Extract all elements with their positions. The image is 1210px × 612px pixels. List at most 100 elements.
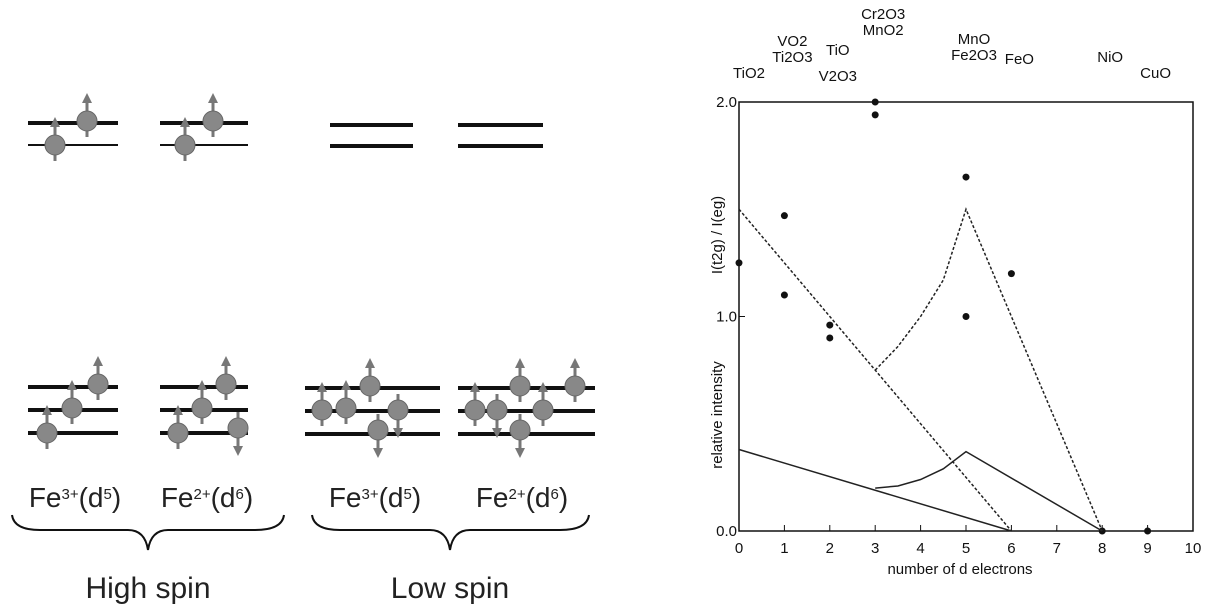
ion-label: Fe2+(d6) bbox=[476, 482, 568, 513]
electron-ball bbox=[77, 111, 97, 131]
ion-label-part: (d bbox=[526, 482, 551, 513]
data-point bbox=[781, 292, 788, 299]
electron-ball bbox=[565, 376, 585, 396]
compound-label: FeO bbox=[1005, 51, 1034, 68]
spin-arrowhead bbox=[515, 448, 525, 458]
compound-label: CuO bbox=[1140, 65, 1171, 82]
data-point bbox=[736, 259, 743, 266]
spin-arrowhead bbox=[233, 446, 243, 456]
ion-label-part: Fe bbox=[329, 482, 362, 513]
spin-arrowhead bbox=[93, 356, 103, 366]
spin-arrowhead bbox=[221, 356, 231, 366]
x-tick-label: 10 bbox=[1185, 540, 1202, 557]
ion-label-part: Fe bbox=[161, 482, 194, 513]
ion-label: Fe2+(d6) bbox=[161, 482, 253, 513]
y-tick-label: 1.0 bbox=[716, 309, 737, 326]
electron-ball bbox=[168, 423, 188, 443]
compound-label: MnO bbox=[958, 31, 991, 48]
ion-label-part: Fe bbox=[476, 482, 509, 513]
electron-ball bbox=[45, 135, 65, 155]
ion-label-part: (d bbox=[79, 482, 104, 513]
spin-arrowhead bbox=[341, 380, 351, 390]
ion-label-part: 3+ bbox=[362, 486, 379, 503]
ion-label-part: 6 bbox=[551, 486, 559, 503]
y-tick-label: 2.0 bbox=[716, 94, 737, 111]
data-point bbox=[872, 111, 879, 118]
spin-arrowhead bbox=[365, 358, 375, 368]
compound-label: Fe2O3 bbox=[951, 47, 997, 64]
x-tick-label: 8 bbox=[1098, 540, 1106, 557]
x-tick-label: 4 bbox=[916, 540, 924, 557]
electron-ball bbox=[203, 111, 223, 131]
data-point bbox=[826, 334, 833, 341]
electron-ball bbox=[465, 400, 485, 420]
spin-arrowhead bbox=[515, 358, 525, 368]
electron-ball bbox=[192, 398, 212, 418]
x-tick-label: 6 bbox=[1007, 540, 1015, 557]
electron bbox=[388, 394, 408, 438]
electron bbox=[487, 394, 507, 438]
ion-label-part: 2+ bbox=[194, 486, 211, 503]
x-tick-label: 9 bbox=[1143, 540, 1151, 557]
compound-label: VO2 bbox=[777, 33, 807, 50]
electron-ball bbox=[228, 418, 248, 438]
ion-label-part: Fe bbox=[29, 482, 62, 513]
group-label: Low spin bbox=[391, 572, 509, 605]
chart: 0 1 2 3 4 5 6 7 8 9 10 0.0 1.0 2.0 number of d electro… bbox=[709, 6, 1201, 578]
x-axis-label: number of d electrons bbox=[887, 561, 1032, 578]
compound-label: NiO bbox=[1097, 49, 1123, 66]
x-tick-label: 0 bbox=[735, 540, 743, 557]
data-point bbox=[872, 99, 879, 106]
ion-label-part: (d bbox=[211, 482, 236, 513]
ion-label-part: ) bbox=[244, 482, 253, 513]
x-tick-label: 2 bbox=[826, 540, 834, 557]
electron bbox=[565, 358, 585, 402]
spin-arrowhead bbox=[82, 93, 92, 103]
compound-label: MnO2 bbox=[863, 22, 904, 39]
electron-ball bbox=[312, 400, 332, 420]
data-point bbox=[1008, 270, 1015, 277]
ion-label-part: 5 bbox=[104, 486, 112, 503]
electron-ball bbox=[175, 135, 195, 155]
electron bbox=[228, 412, 248, 456]
data-point bbox=[1144, 528, 1151, 535]
electron-ball bbox=[216, 374, 236, 394]
electron-ball bbox=[336, 398, 356, 418]
ion-label-part: 5 bbox=[404, 486, 412, 503]
electron-ball bbox=[510, 420, 530, 440]
electron-ball bbox=[360, 376, 380, 396]
ion-label-part: ) bbox=[559, 482, 568, 513]
ratio-label: I(t2g) / I(eg) bbox=[709, 196, 726, 274]
ion-label-part: 2+ bbox=[509, 486, 526, 503]
spin-arrowhead bbox=[208, 93, 218, 103]
x-tick-label: 3 bbox=[871, 540, 879, 557]
electron-ball bbox=[487, 400, 507, 420]
compound-label: V2O3 bbox=[819, 68, 857, 85]
group-label: High spin bbox=[85, 572, 210, 605]
y-tick-label: 0.0 bbox=[716, 523, 737, 540]
compound-label: Cr2O3 bbox=[861, 6, 905, 23]
data-point bbox=[963, 313, 970, 320]
electron bbox=[368, 414, 388, 458]
brace bbox=[312, 515, 589, 550]
ion-label-part: ) bbox=[412, 482, 421, 513]
spin-arrowhead bbox=[373, 448, 383, 458]
x-tick-label: 5 bbox=[962, 540, 970, 557]
ion-label-part: (d bbox=[379, 482, 404, 513]
brace bbox=[12, 515, 284, 550]
ion-label-part: 3+ bbox=[62, 486, 79, 503]
line bbox=[739, 449, 1011, 531]
x-tick-label: 7 bbox=[1053, 540, 1061, 557]
compound-label: Ti2O3 bbox=[772, 49, 812, 66]
x-tick-label: 1 bbox=[780, 540, 788, 557]
electron bbox=[360, 358, 380, 402]
data-point bbox=[826, 322, 833, 329]
data-point bbox=[963, 174, 970, 181]
electron bbox=[510, 358, 530, 402]
ion-label-part: 6 bbox=[236, 486, 244, 503]
electron-ball bbox=[368, 420, 388, 440]
electron bbox=[88, 356, 108, 400]
spin-arrowhead bbox=[570, 358, 580, 368]
electron-ball bbox=[88, 374, 108, 394]
electron bbox=[216, 356, 236, 400]
